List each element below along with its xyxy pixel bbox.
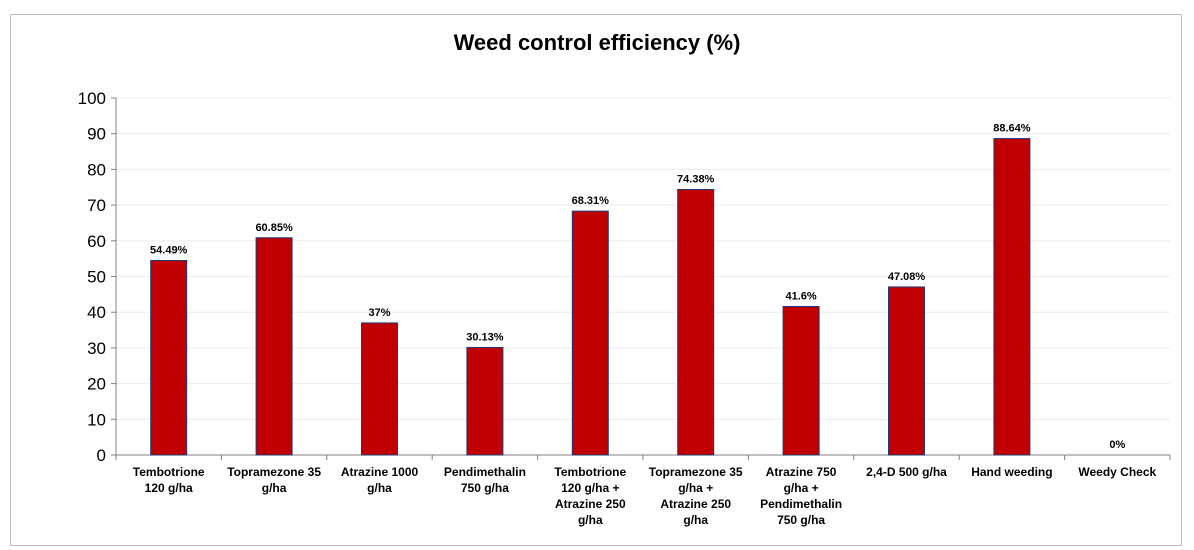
data-label: 47.08% bbox=[888, 271, 926, 283]
x-tick-label: Topramezone 35 g/ha bbox=[227, 465, 321, 495]
data-label: 0% bbox=[1109, 439, 1125, 451]
x-tick-label: Hand weeding bbox=[971, 465, 1052, 479]
x-tick-label: Weedy Check bbox=[1078, 465, 1156, 479]
y-tick-label: 100 bbox=[78, 89, 106, 108]
bar bbox=[255, 237, 293, 456]
x-tick-label: 2,4-D 500 g/ha bbox=[866, 465, 947, 479]
bar bbox=[571, 210, 609, 456]
bar bbox=[677, 188, 715, 456]
bar bbox=[782, 305, 820, 456]
y-tick-label: 70 bbox=[87, 196, 106, 215]
x-tick-label: Atrazine 1000 g/ha bbox=[341, 465, 419, 495]
bar bbox=[361, 322, 398, 456]
y-tick-label: 80 bbox=[87, 160, 106, 179]
data-label: 41.6% bbox=[785, 290, 816, 302]
y-tick-label: 50 bbox=[87, 268, 106, 287]
data-label: 30.13% bbox=[466, 331, 504, 343]
y-tick-label: 20 bbox=[87, 375, 106, 394]
bar bbox=[466, 346, 504, 456]
x-tick-label: Tembotrione 120 g/ha + Atrazine 250 g/ha bbox=[554, 465, 626, 527]
x-tick-label: Topramezone 35 g/ha + Atrazine 250 g/ha bbox=[649, 465, 743, 527]
x-tick-label: Tembotrione 120 g/ha bbox=[133, 465, 205, 495]
bar bbox=[993, 138, 1031, 456]
x-tick-label: Atrazine 750 g/ha + Pendimethalin 750 g/ha bbox=[760, 465, 842, 527]
bar bbox=[150, 259, 188, 456]
y-tick-label: 10 bbox=[87, 410, 106, 429]
y-tick-label: 60 bbox=[87, 232, 106, 251]
y-tick-label: 30 bbox=[87, 339, 106, 358]
y-tick-label: 40 bbox=[87, 303, 106, 322]
x-tick-label: Pendimethalin 750 g/ha bbox=[444, 465, 526, 495]
data-label: 74.38% bbox=[677, 173, 715, 185]
data-label: 54.49% bbox=[150, 244, 188, 256]
bar bbox=[888, 286, 925, 456]
y-tick-label: 0 bbox=[97, 446, 106, 465]
data-label: 68.31% bbox=[572, 195, 610, 207]
data-label: 88.64% bbox=[993, 123, 1031, 135]
chart-title: Weed control efficiency (%) bbox=[453, 30, 741, 55]
data-label: 60.85% bbox=[255, 222, 293, 234]
data-label: 37% bbox=[368, 307, 390, 319]
y-tick-label: 90 bbox=[87, 125, 106, 144]
